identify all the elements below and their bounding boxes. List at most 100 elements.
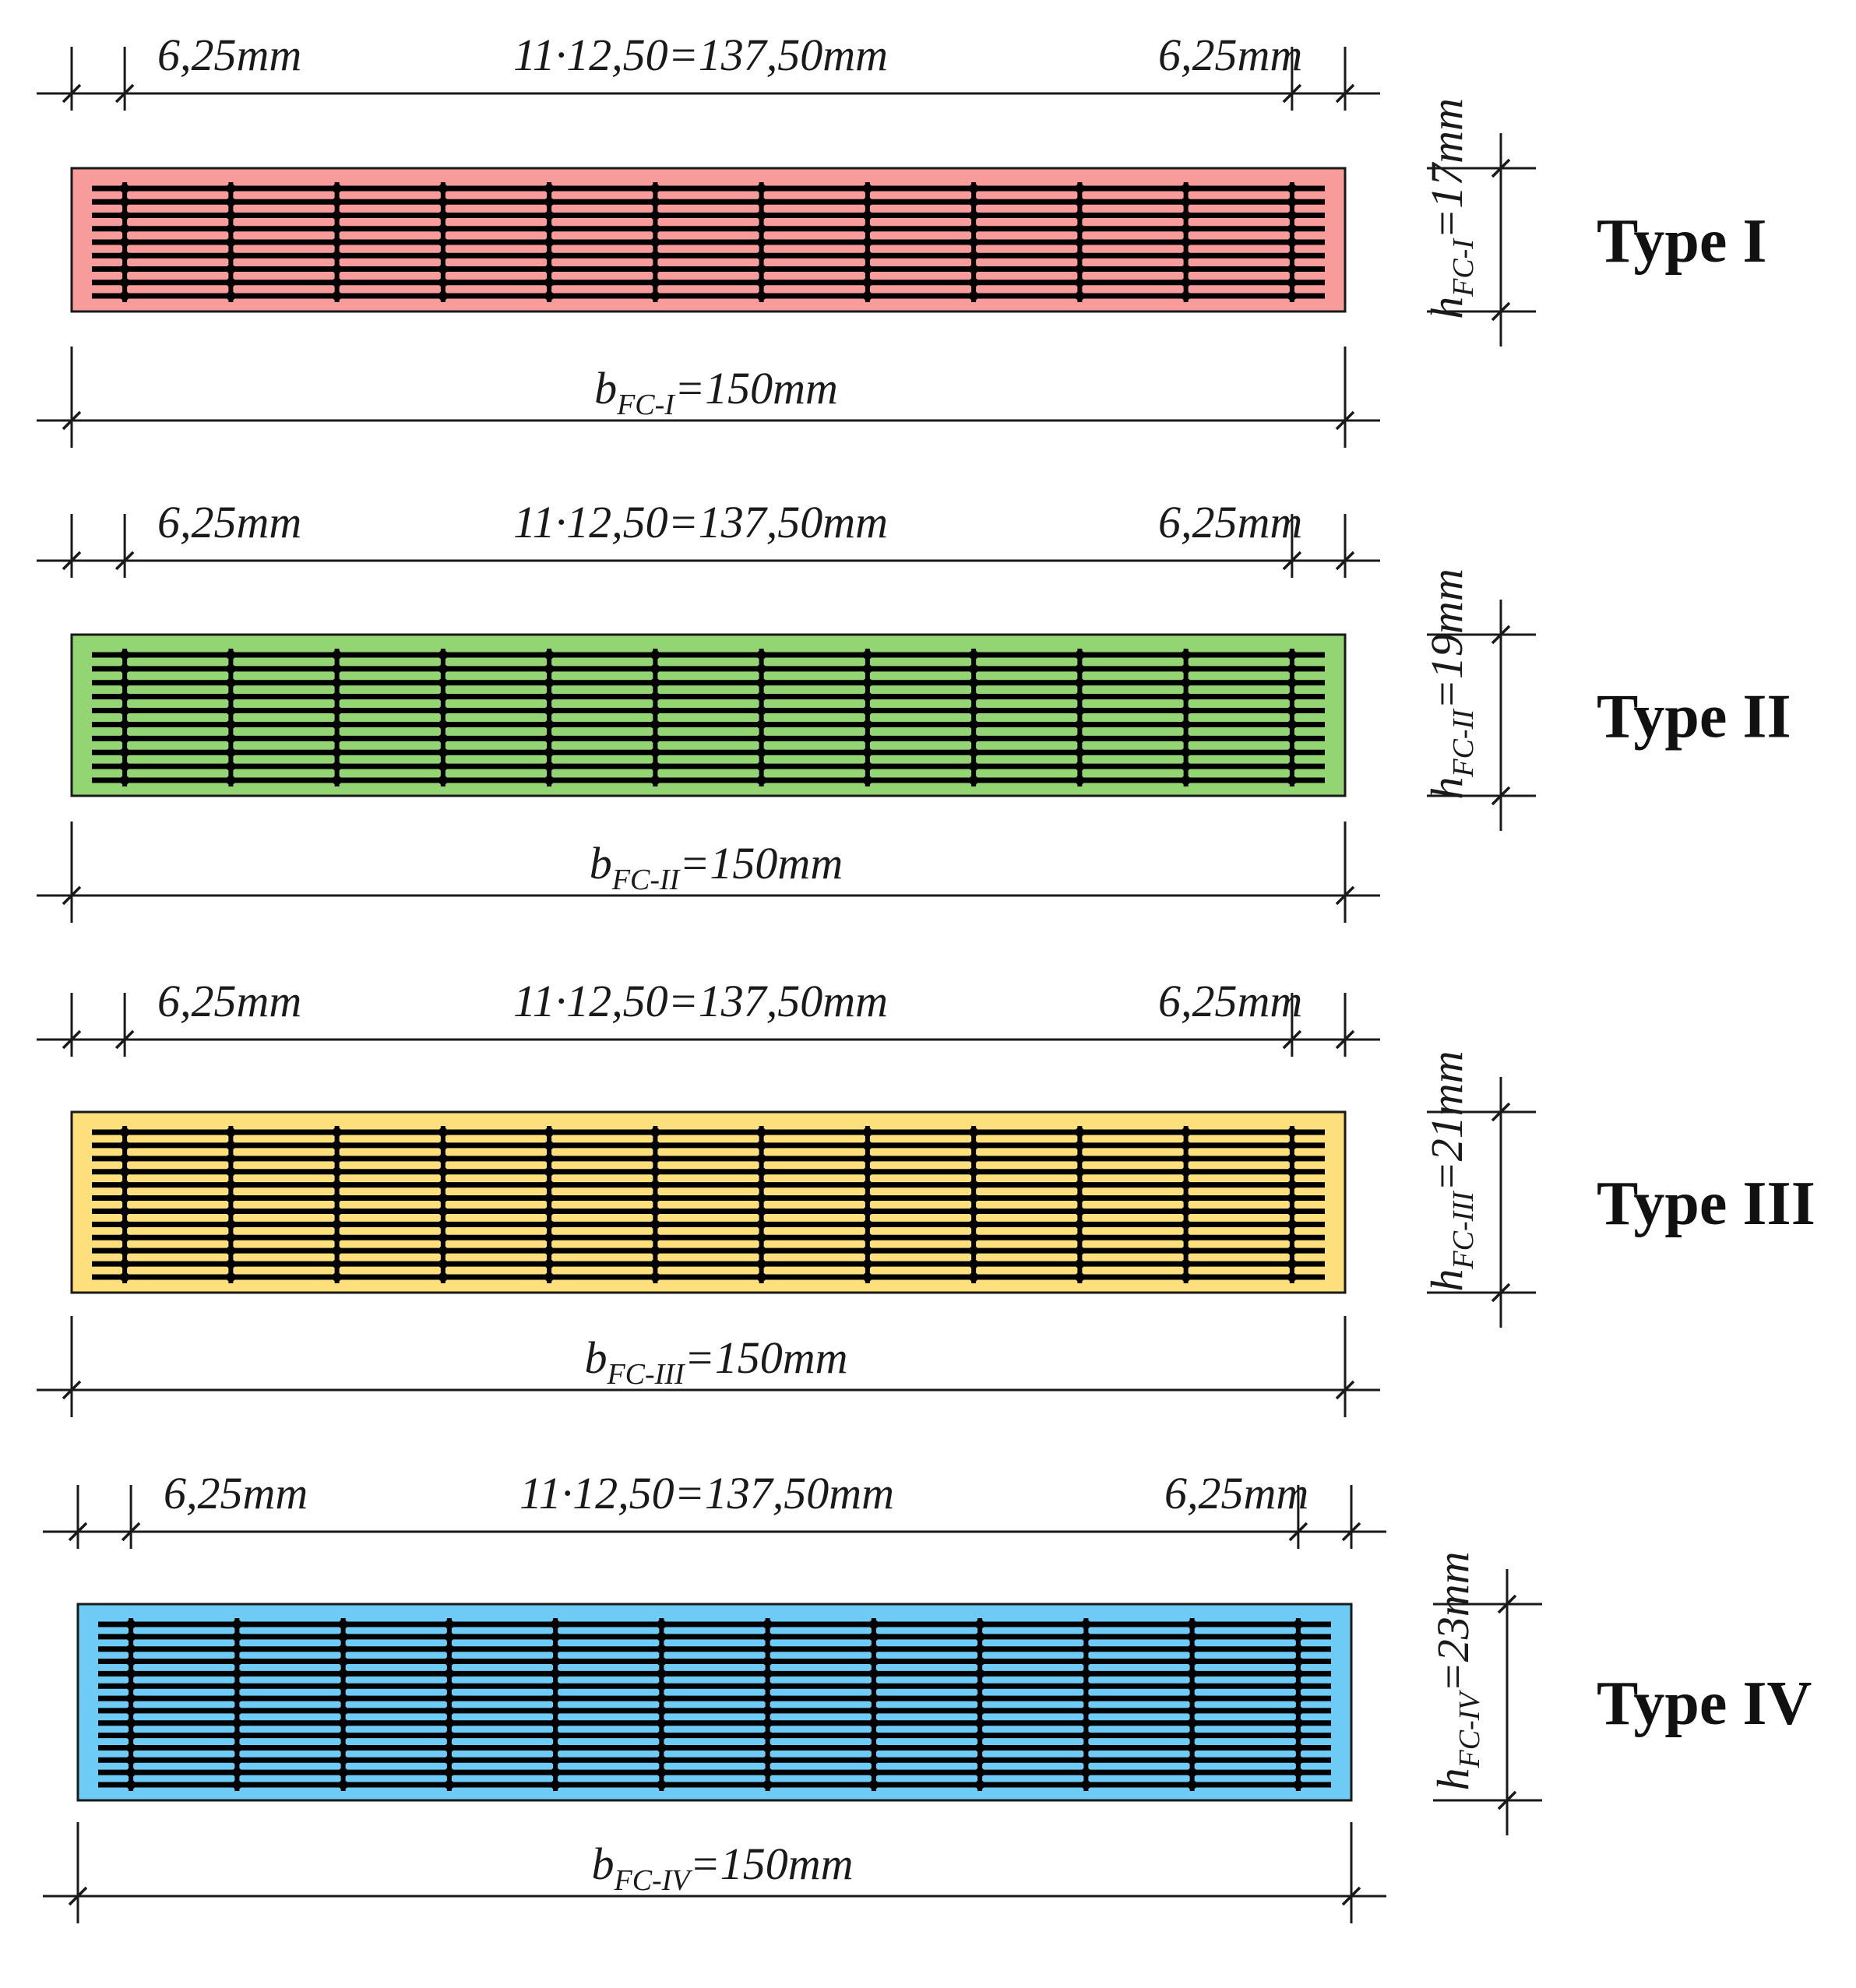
rebar-node — [1293, 1755, 1303, 1765]
rebar-node — [1293, 1669, 1303, 1679]
rebar-node — [1187, 1644, 1197, 1654]
dimension-tick — [62, 83, 82, 104]
rebar-node — [120, 251, 130, 261]
height-value: =21mm — [1421, 1050, 1472, 1191]
rebar-node — [756, 734, 766, 744]
rebar-node — [975, 1718, 985, 1728]
rebar-node — [1287, 1272, 1297, 1282]
rebar-node — [544, 705, 555, 716]
rebar-node — [657, 1780, 667, 1789]
rebar-node — [1181, 650, 1191, 660]
rebar-node — [551, 1718, 561, 1728]
rebar-node — [1081, 1730, 1091, 1740]
rebar-node — [332, 1233, 342, 1243]
rebar-node — [969, 1128, 979, 1137]
rebar-node — [438, 251, 448, 261]
rebar-node — [438, 1272, 448, 1282]
rebar-node — [232, 1644, 242, 1654]
rebar-node — [126, 1743, 136, 1753]
dimension-tick — [1491, 786, 1511, 806]
rebar-node — [756, 1259, 766, 1269]
rebar-node — [126, 1730, 136, 1740]
rebar-node — [650, 1259, 660, 1269]
rebar-node — [762, 1656, 773, 1666]
rebar-node — [332, 277, 342, 287]
rebar-node — [862, 1246, 872, 1256]
rebar-node — [756, 776, 766, 785]
dimension-tick — [114, 551, 135, 571]
rebar-node — [1081, 1631, 1091, 1641]
dimension-tick — [1341, 1522, 1361, 1542]
rebar-node — [332, 1219, 342, 1230]
rebar-node — [650, 677, 660, 688]
rebar-node — [438, 1193, 448, 1203]
rebar-node — [969, 197, 979, 207]
rebar-node — [226, 705, 236, 716]
rebar-node — [438, 1233, 448, 1243]
rebar-node — [969, 776, 979, 785]
rebar-node — [338, 1694, 348, 1704]
rebar-node — [232, 1755, 242, 1765]
rebar-node — [969, 1140, 979, 1150]
rebar-node — [226, 663, 236, 674]
rebar-node — [969, 1166, 979, 1177]
rebar-node — [756, 748, 766, 758]
rebar-node — [762, 1730, 773, 1740]
rebar-node — [762, 1631, 773, 1641]
rebar-node — [862, 1193, 872, 1203]
rebar-node — [762, 1694, 773, 1704]
rebar-node — [862, 762, 872, 772]
rebar-node — [1075, 277, 1085, 287]
rebar-node — [332, 197, 342, 207]
rebar-node — [650, 705, 660, 716]
rebar-node — [332, 776, 342, 785]
rebar-node — [756, 1180, 766, 1190]
rebar-node — [338, 1780, 348, 1789]
rebar-node — [975, 1620, 985, 1629]
rebar-node — [975, 1631, 985, 1641]
rebar-node — [862, 264, 872, 274]
rebar-node — [1081, 1669, 1091, 1679]
rebar-node — [868, 1681, 879, 1691]
rebar-node — [650, 1166, 660, 1177]
rebar-node — [1081, 1755, 1091, 1765]
rebar-node — [650, 650, 660, 660]
rebar-node — [650, 238, 660, 247]
rebar-node — [868, 1631, 879, 1641]
rebar-node — [332, 1206, 342, 1216]
rebar-node — [544, 264, 555, 274]
rebar-node — [544, 1180, 555, 1190]
rebar-node — [226, 1246, 236, 1256]
width-label: bFC-II=150mm — [590, 838, 843, 896]
rebar-node — [232, 1694, 242, 1704]
rebar-node — [1293, 1694, 1303, 1704]
rebar-node — [226, 1272, 236, 1282]
rebar-node — [868, 1755, 879, 1765]
rebar-node — [438, 1259, 448, 1269]
rebar-node — [650, 1272, 660, 1282]
rebar-node — [1075, 1246, 1085, 1256]
rebar-node — [650, 691, 660, 702]
rebar-node — [756, 264, 766, 274]
rebar-node — [232, 1631, 242, 1641]
rebar-node — [551, 1694, 561, 1704]
dimension-tick — [62, 551, 82, 571]
rebar-node — [1293, 1768, 1303, 1778]
rebar-node — [969, 1246, 979, 1256]
rebar-node — [332, 210, 342, 220]
rebar-node — [650, 1193, 660, 1203]
rebar-node — [438, 650, 448, 660]
width-symbol: b — [592, 1838, 615, 1889]
rebar-node — [1293, 1631, 1303, 1641]
rebar-node — [969, 223, 979, 234]
rebar-node — [120, 210, 130, 220]
rebar-node — [1287, 251, 1297, 261]
rebar-node — [1181, 1193, 1191, 1203]
rebar-node — [1081, 1644, 1091, 1654]
rebar-node — [338, 1681, 348, 1691]
rebar-node — [862, 277, 872, 287]
width-subscript: FC-I — [616, 389, 676, 421]
rebar-node — [120, 277, 130, 287]
rebar-node — [120, 184, 130, 193]
rebar-node — [969, 734, 979, 744]
